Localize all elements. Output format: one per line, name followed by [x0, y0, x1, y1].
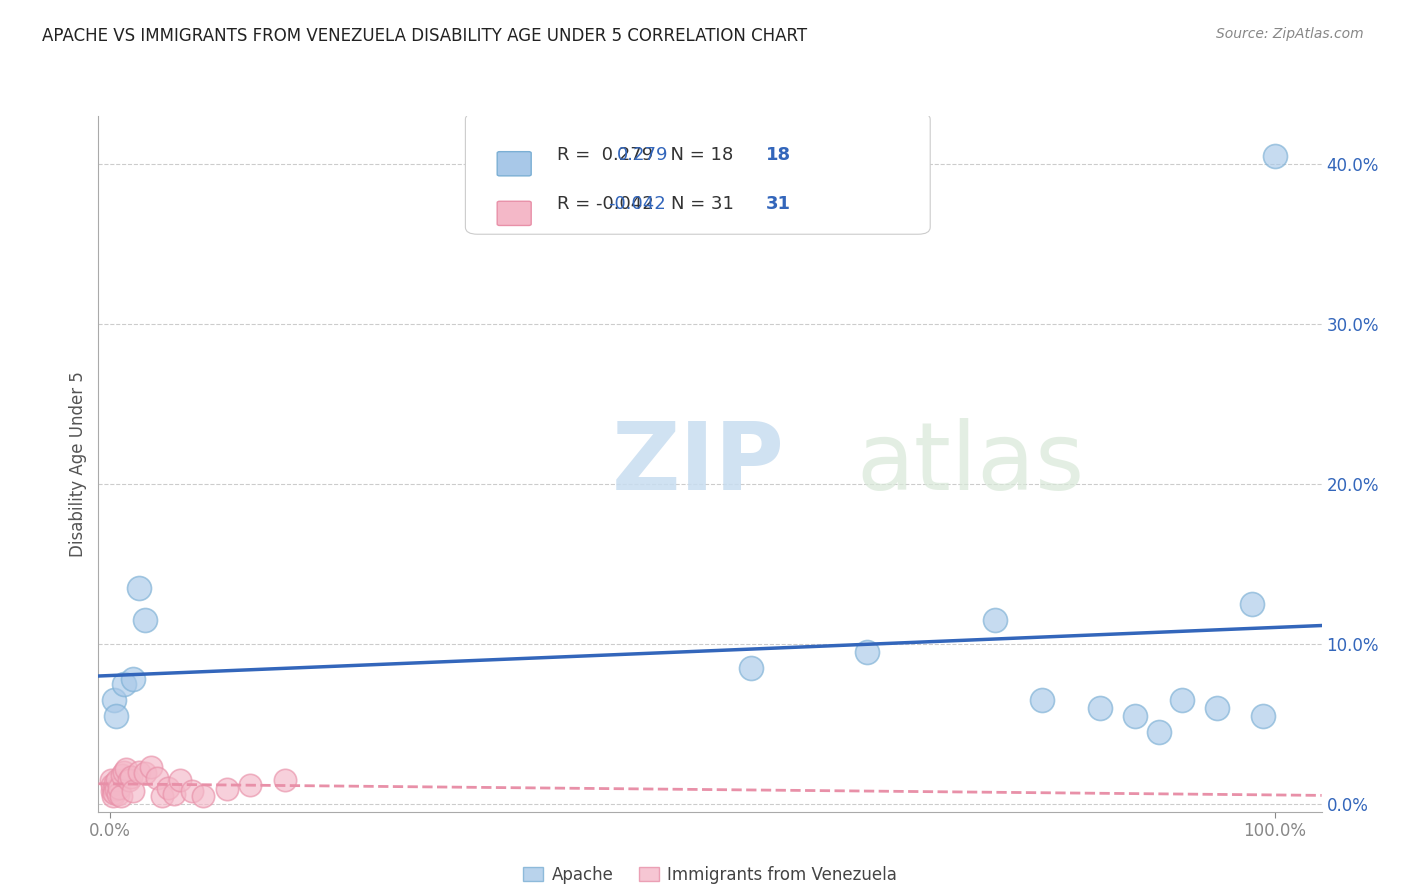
FancyBboxPatch shape	[465, 112, 931, 235]
Point	[193, 789, 215, 803]
Point	[180, 784, 202, 798]
Point	[104, 782, 127, 797]
Point	[145, 771, 167, 785]
Point	[134, 766, 156, 780]
Point	[740, 661, 762, 675]
Point	[1090, 700, 1112, 714]
Point	[1205, 700, 1227, 714]
Point	[103, 785, 125, 799]
Point	[104, 708, 127, 723]
Text: 0.279: 0.279	[617, 146, 669, 164]
Point	[1253, 708, 1275, 723]
Text: ZIP: ZIP	[612, 417, 785, 510]
Point	[163, 787, 186, 801]
Point	[115, 762, 138, 776]
Point	[984, 613, 1007, 627]
Point	[128, 764, 150, 779]
Point	[108, 780, 131, 795]
Point	[1123, 708, 1146, 723]
FancyBboxPatch shape	[498, 152, 531, 176]
Text: atlas: atlas	[856, 417, 1085, 510]
Point	[118, 772, 141, 787]
Legend: Apache, Immigrants from Venezuela: Apache, Immigrants from Venezuela	[516, 859, 904, 890]
Point	[856, 645, 879, 659]
Point	[122, 672, 145, 686]
Point	[274, 772, 297, 787]
Point	[169, 772, 191, 787]
Y-axis label: Disability Age Under 5: Disability Age Under 5	[69, 371, 87, 557]
Point	[101, 789, 124, 803]
Point	[1171, 692, 1194, 706]
Text: -0.042: -0.042	[609, 194, 666, 212]
Text: Source: ZipAtlas.com: Source: ZipAtlas.com	[1216, 27, 1364, 41]
Point	[239, 778, 262, 792]
Text: R = -0.042   N = 31: R = -0.042 N = 31	[557, 194, 734, 212]
Text: R =  0.279   N = 18: R = 0.279 N = 18	[557, 146, 734, 164]
Point	[120, 770, 142, 784]
Point	[1147, 724, 1170, 739]
Point	[134, 613, 156, 627]
Point	[157, 780, 180, 795]
Point	[107, 787, 129, 801]
Point	[215, 782, 238, 797]
Point	[103, 780, 125, 795]
FancyBboxPatch shape	[498, 202, 531, 226]
Point	[103, 692, 125, 706]
Point	[1240, 597, 1263, 611]
Point	[101, 778, 124, 792]
Text: 31: 31	[766, 194, 792, 212]
Point	[112, 677, 135, 691]
Point	[152, 789, 174, 803]
Point	[110, 789, 132, 803]
Point	[139, 760, 162, 774]
Text: 18: 18	[766, 146, 792, 164]
Point	[105, 772, 128, 787]
Point	[122, 784, 145, 798]
Point	[112, 764, 135, 779]
Point	[111, 768, 134, 782]
Point	[101, 784, 124, 798]
Text: APACHE VS IMMIGRANTS FROM VENEZUELA DISABILITY AGE UNDER 5 CORRELATION CHART: APACHE VS IMMIGRANTS FROM VENEZUELA DISA…	[42, 27, 807, 45]
Point	[104, 776, 127, 790]
Point	[128, 581, 150, 595]
Point	[100, 772, 122, 787]
Point	[1031, 692, 1053, 706]
Point	[1264, 149, 1286, 163]
